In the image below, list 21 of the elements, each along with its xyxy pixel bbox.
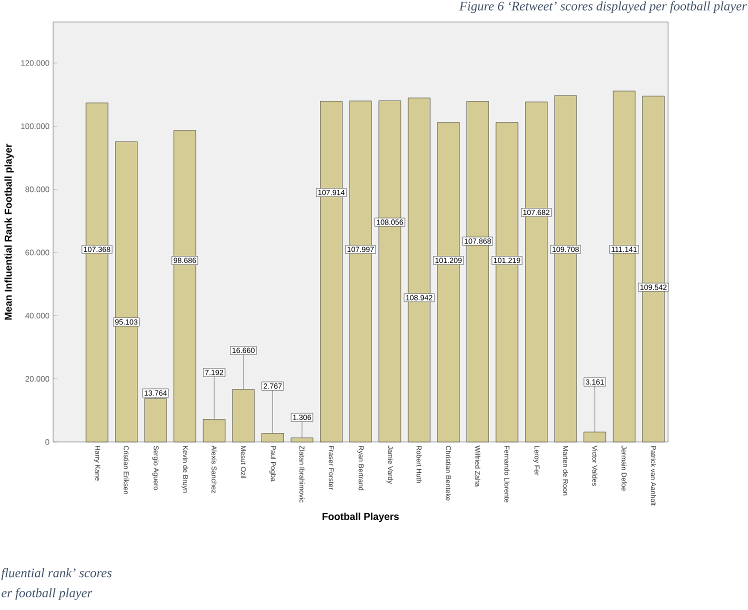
bar: [202, 419, 226, 442]
bar: [262, 433, 284, 442]
bar: [642, 96, 665, 442]
text: er football player: [2, 588, 92, 600]
bar: [290, 438, 314, 442]
bar: [378, 100, 402, 442]
bar: [584, 432, 606, 442]
bar: [232, 389, 255, 442]
bar: [115, 141, 138, 442]
y-tick-label: 80.000: [25, 186, 50, 192]
y-tick-label: 120.000: [21, 60, 50, 66]
y-axis-title: Mean Influential Rank Football player: [4, 144, 14, 320]
text: fluential rank’ scores: [1, 568, 112, 580]
y-tick-label: 100.000: [21, 123, 50, 130]
y-tick-label: 40.000: [25, 312, 50, 319]
y-tick-label: 20.000: [25, 376, 50, 382]
y-tick-label: 0: [45, 439, 50, 445]
x-axis-title: Football Players: [322, 512, 399, 522]
bar: [437, 122, 460, 442]
caption: Figure 6 ‘Retweet’ scores displayed per football player: [459, 1, 747, 14]
y-tick-label: 60.000: [25, 250, 50, 256]
